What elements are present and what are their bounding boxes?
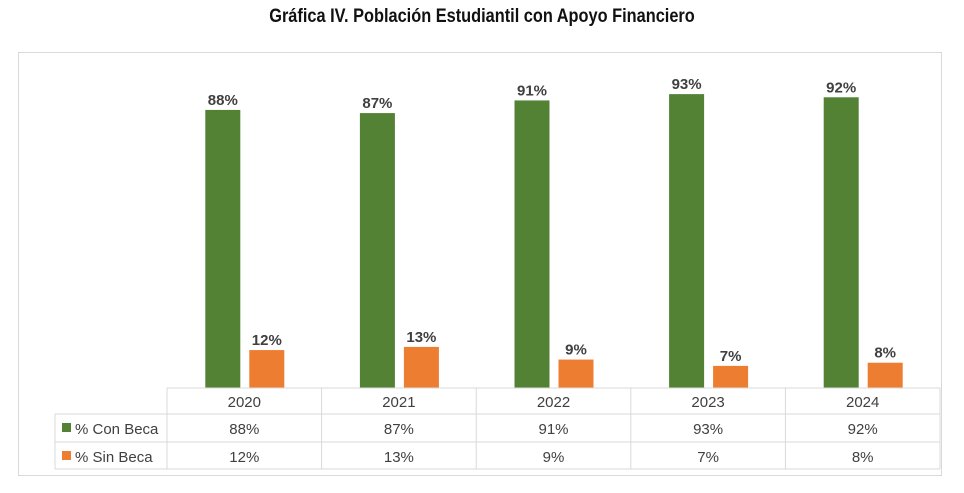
bar-sin-beca-2023 <box>713 365 749 388</box>
table-cell: 91% <box>538 421 568 438</box>
table-cell: 88% <box>229 421 259 438</box>
data-label: 91% <box>517 82 547 99</box>
bar-sin-beca-2020 <box>249 350 285 388</box>
bar-con-beca-2022 <box>514 100 550 388</box>
bar-con-beca-2020 <box>205 109 241 389</box>
table-cell: 93% <box>693 421 723 438</box>
table-cell: 13% <box>384 449 414 466</box>
data-label: 87% <box>362 95 392 112</box>
data-label: 88% <box>208 92 238 109</box>
data-label: 93% <box>672 76 702 93</box>
data-label: 9% <box>565 342 587 359</box>
data-label: 92% <box>826 79 856 96</box>
bar-sin-beca-2021 <box>403 346 439 388</box>
table-header-2021: 2021 <box>382 394 415 411</box>
bar-sin-beca-2024 <box>867 362 903 388</box>
bar-con-beca-2021 <box>359 113 395 388</box>
table-header-2022: 2022 <box>537 394 570 411</box>
data-label: 8% <box>874 345 896 362</box>
table-cell: 12% <box>229 449 259 466</box>
table-header-2020: 2020 <box>228 394 261 411</box>
legend-swatch <box>62 451 71 460</box>
data-label: 7% <box>720 348 742 365</box>
table-cell: 9% <box>543 449 565 466</box>
chart-frame <box>18 52 942 476</box>
table-cell: 8% <box>852 449 874 466</box>
table-header-2024: 2024 <box>846 394 879 411</box>
legend-label: % Con Beca <box>75 421 159 438</box>
bar-con-beca-2023 <box>669 94 705 389</box>
legend-label: % Sin Beca <box>75 449 153 466</box>
table-cell: 92% <box>848 421 878 438</box>
chart-title: Gráfica IV. Población Estudiantil con Ap… <box>269 6 695 27</box>
data-label: 13% <box>406 329 436 346</box>
table-cell: 87% <box>384 421 414 438</box>
table-header-2023: 2023 <box>691 394 724 411</box>
bar-con-beca-2024 <box>823 97 859 388</box>
bar-sin-beca-2022 <box>558 359 594 388</box>
data-label: 12% <box>252 332 282 349</box>
table-cell: 7% <box>697 449 719 466</box>
legend-swatch <box>62 423 71 432</box>
